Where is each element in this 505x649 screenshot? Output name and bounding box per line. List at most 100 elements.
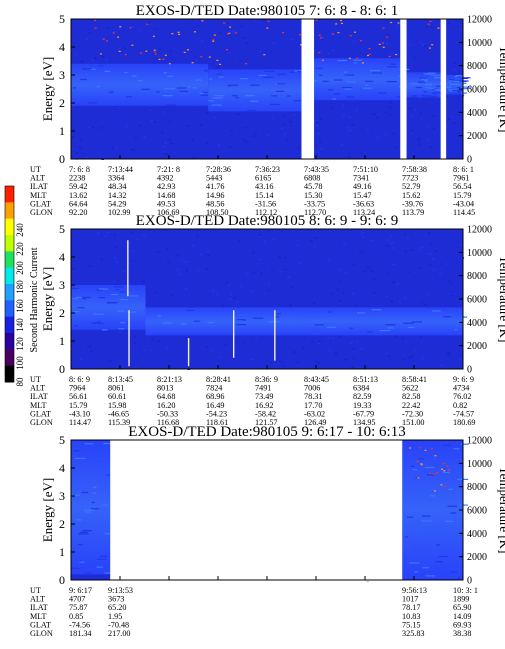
- data-point: [354, 31, 357, 33]
- heatmap-band: [71, 440, 111, 575]
- orbit-value: 15.47: [353, 191, 371, 200]
- data-point: [349, 35, 352, 37]
- data-point: [223, 22, 226, 24]
- orbit-value: 325.83: [402, 629, 425, 638]
- data-point: [131, 44, 134, 46]
- data-point: [424, 449, 427, 451]
- orbit-row-label: GLAT: [30, 620, 51, 629]
- orbit-row-label: MLT: [30, 401, 47, 410]
- orbit-row-label: MLT: [30, 612, 47, 621]
- orbit-value: 48.56: [206, 199, 224, 208]
- data-point: [367, 54, 369, 57]
- y-tick-label: 2: [59, 517, 65, 531]
- orbit-value: 7723: [402, 174, 418, 183]
- orbit-value: 134.95: [353, 418, 376, 427]
- data-point: [441, 468, 443, 470]
- orbit-value: 65.90: [453, 603, 471, 612]
- data-gap: [400, 18, 407, 160]
- orbit-value: 102.99: [108, 208, 131, 217]
- data-point: [388, 55, 391, 58]
- orbit-value: 7491: [255, 384, 271, 393]
- colorbar-tick-label: 120: [15, 337, 25, 351]
- colorbar-segment: [5, 284, 14, 301]
- orbit-row-label: ALT: [30, 595, 45, 604]
- heatmap-band: [71, 63, 209, 106]
- orbit-value: 16.49: [206, 401, 224, 410]
- data-point: [153, 49, 156, 51]
- y-tick-label: 2: [59, 306, 65, 320]
- orbit-value: -43.10: [69, 409, 90, 418]
- orbit-row-label: GLAT: [30, 409, 51, 418]
- data-gap: [301, 18, 315, 160]
- data-point: [430, 448, 433, 450]
- orbit-value: 7961: [453, 174, 469, 183]
- orbit-row-label: ALT: [30, 384, 45, 393]
- orbit-value: -63.02: [304, 409, 325, 418]
- orbit-value: 75.15: [402, 620, 420, 629]
- y2-tick-label: 8000: [467, 61, 487, 72]
- y-tick-label: 3: [59, 68, 65, 82]
- orbit-value: 15.62: [402, 191, 420, 200]
- data-point: [340, 19, 343, 22]
- orbit-value: 8:21:13: [157, 375, 182, 384]
- data-point: [154, 53, 157, 55]
- data-point: [443, 470, 446, 472]
- y-tick-label: 0: [59, 573, 65, 587]
- y-tick-label: 2: [59, 96, 65, 110]
- orbit-value: 8:43:45: [304, 375, 329, 384]
- orbit-value: 64.68: [157, 392, 175, 401]
- data-point: [168, 63, 171, 65]
- orbit-row-label: GLON: [30, 629, 53, 638]
- y-tick-label: 3: [59, 278, 65, 292]
- orbit-value: 112.70: [304, 208, 326, 217]
- colorbar-tick-label: 100: [15, 356, 25, 370]
- orbit-value: 0.85: [69, 612, 83, 621]
- data-point: [437, 27, 440, 29]
- data-point: [245, 63, 248, 65]
- orbit-value: 112.12: [255, 208, 277, 217]
- orbit-value: 16.92: [255, 401, 273, 410]
- orbit-value: 7:28:36: [206, 165, 231, 174]
- orbit-value: 8:13:45: [108, 375, 133, 384]
- heatmap-band: [402, 440, 463, 580]
- orbit-value: -50.33: [157, 409, 178, 418]
- orbit-value: 45.78: [304, 182, 322, 191]
- y2-tick-label: 8000: [467, 271, 487, 282]
- data-point: [216, 59, 219, 61]
- orbit-value: 7964: [69, 384, 85, 393]
- data-point: [382, 46, 385, 48]
- data-point: [106, 40, 108, 42]
- orbit-value: 78.31: [304, 392, 322, 401]
- y2-tick-label: 4000: [467, 108, 487, 119]
- data-point: [332, 33, 334, 35]
- data-point: [432, 473, 435, 475]
- orbit-value: -36.63: [353, 199, 374, 208]
- data-point: [386, 36, 389, 38]
- y2-tick-label: 2000: [467, 552, 487, 563]
- orbit-value: 217.00: [108, 629, 131, 638]
- data-point: [117, 36, 120, 38]
- orbit-value: 5622: [402, 384, 418, 393]
- data-point: [429, 472, 432, 474]
- orbit-value: 56.54: [453, 182, 471, 191]
- data-point: [446, 465, 449, 467]
- orbit-value: 76.02: [453, 392, 471, 401]
- colorbar-segment: [5, 235, 14, 252]
- data-point: [321, 59, 324, 61]
- y2-tick-label: 4000: [467, 318, 487, 329]
- orbit-row-label: UT: [30, 586, 41, 595]
- data-point: [444, 485, 447, 487]
- data-point: [368, 53, 371, 55]
- orbit-value: 9:56:13: [402, 586, 427, 595]
- y-axis-label: Energy [eV]: [40, 57, 55, 121]
- orbit-value: 41.76: [206, 182, 224, 191]
- data-point: [112, 32, 115, 34]
- y2-tick-label: 0: [467, 155, 472, 166]
- data-point: [94, 27, 97, 29]
- y2-axis-label: Temperature [K]: [497, 256, 505, 343]
- orbit-value: 126.49: [304, 418, 327, 427]
- orbit-value: -33.75: [304, 199, 325, 208]
- orbit-value: -43.04: [453, 199, 474, 208]
- orbit-value: 6808: [304, 174, 320, 183]
